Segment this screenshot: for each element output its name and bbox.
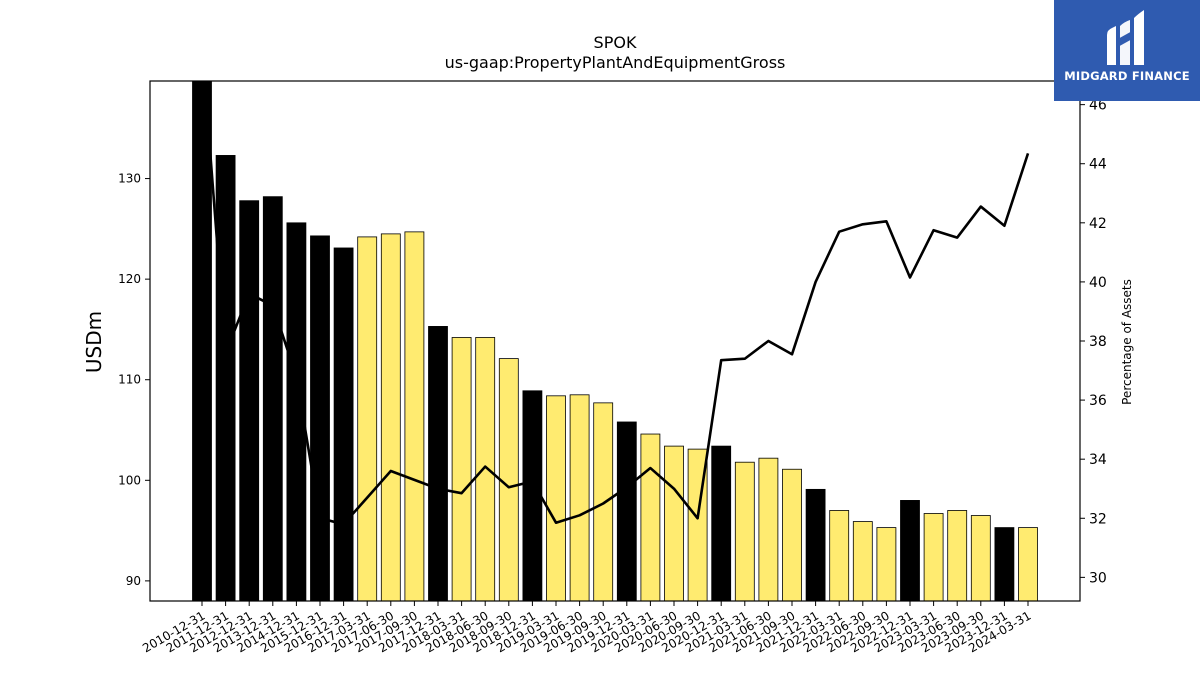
bar-2016-12-31 xyxy=(333,247,354,601)
y2-tick-label: 40 xyxy=(1089,275,1107,291)
bar-2023-12-31 xyxy=(994,527,1015,601)
bar-2015-12-31 xyxy=(310,235,330,601)
midgard-m-logo-icon xyxy=(1107,10,1144,65)
percentage-of-assets-line xyxy=(203,81,1030,526)
y-tick-label: 110 xyxy=(118,373,141,387)
bar-2020-12-31 xyxy=(711,445,732,601)
y-tick-label: 100 xyxy=(118,473,141,487)
bar-2024-03-31 xyxy=(1018,527,1038,601)
bar-2022-03-31 xyxy=(829,510,850,601)
bar-2017-06-30 xyxy=(380,233,401,601)
y-axis-label: USDm xyxy=(82,311,106,373)
bar-2019-06-30 xyxy=(569,394,590,601)
y2-tick-label: 42 xyxy=(1089,216,1107,232)
bar-2020-03-31 xyxy=(640,433,661,601)
bar-2021-06-30 xyxy=(758,457,779,601)
bar-2021-03-31 xyxy=(734,461,755,601)
brand-name: MIDGARD FINANCE xyxy=(1064,69,1190,83)
bar-2019-03-31 xyxy=(546,395,566,601)
bar-2020-06-30 xyxy=(664,445,684,601)
bar-2013-12-31 xyxy=(262,196,283,601)
y2-tick-label: 46 xyxy=(1089,98,1107,114)
y2-tick-label: 30 xyxy=(1089,570,1107,586)
bar-2017-03-31 xyxy=(357,236,378,601)
chart-subtitle: us-gaap:PropertyPlantAndEquipmentGross xyxy=(445,53,786,72)
bar-2023-09-30 xyxy=(970,515,991,601)
line-layer xyxy=(203,81,1030,526)
axes-layer: 2010-12-312011-12-312012-12-312013-12-31… xyxy=(118,98,1107,656)
bar-2021-09-30 xyxy=(782,468,802,601)
bars-layer xyxy=(192,81,1038,601)
chart-title: SPOK xyxy=(594,33,637,52)
bar-2022-09-30 xyxy=(876,527,897,601)
bar-2021-12-31 xyxy=(805,488,826,601)
bar-2017-09-30 xyxy=(404,231,425,601)
bar-2018-03-31 xyxy=(451,337,472,601)
y2-tick-label: 34 xyxy=(1089,452,1107,468)
y-tick-label: 120 xyxy=(118,272,141,286)
bar-2014-12-31 xyxy=(286,222,307,601)
bar-2022-06-30 xyxy=(852,521,873,601)
midgard-finance-logo: MIDGARD FINANCE xyxy=(1054,0,1200,101)
bar-2023-06-30 xyxy=(947,510,968,601)
y-tick-label: 130 xyxy=(118,172,141,186)
y2-tick-label: 36 xyxy=(1089,393,1107,409)
bar-2010-12-31 xyxy=(192,81,212,601)
bar-2019-12-31 xyxy=(616,421,637,601)
bar-2017-12-31 xyxy=(428,326,448,601)
bar-2018-12-31 xyxy=(522,390,543,601)
bar-2011-12-31 xyxy=(215,155,236,601)
bar-2023-03-31 xyxy=(923,513,944,601)
y2-tick-label: 44 xyxy=(1089,157,1107,173)
bar-2018-06-30 xyxy=(475,337,496,601)
y-tick-label: 90 xyxy=(126,574,141,588)
y2-tick-label: 32 xyxy=(1089,511,1107,527)
bar-2012-12-31 xyxy=(239,200,260,601)
y2-tick-label: 38 xyxy=(1089,334,1107,350)
bar-2022-12-31 xyxy=(900,500,920,601)
y2-axis-label: Percentage of Assets xyxy=(1120,279,1134,405)
